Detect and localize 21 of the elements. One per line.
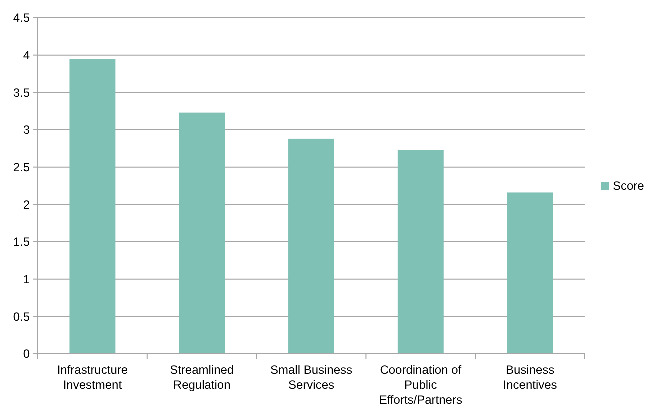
bar [507, 192, 554, 354]
y-tick-label: 0.5 [13, 310, 30, 324]
bar [70, 59, 116, 354]
y-tick-label: 3.5 [13, 86, 30, 100]
y-tick-label: 0 [23, 347, 30, 362]
y-tick-label: 4 [23, 48, 30, 63]
y-tick-label: 2.5 [13, 160, 30, 175]
x-tick-label: Streamlined Regulation [170, 363, 234, 392]
y-tick-label: 4.5 [13, 11, 30, 26]
x-tick-label: Business Incentives [503, 363, 558, 392]
legend-label: Score [613, 179, 645, 194]
bar [288, 138, 334, 354]
x-tick-label: Small Business Services [270, 363, 353, 392]
y-tick-label: 1.5 [13, 235, 30, 250]
x-tick-label: Coordination of Public Efforts/Partners [379, 363, 462, 407]
bar [179, 112, 226, 354]
y-tick-label: 2 [23, 198, 30, 212]
y-tick-label: 3 [23, 123, 30, 138]
y-tick-label: 1 [23, 272, 30, 287]
x-tick-label: Infrastructure Investment [57, 363, 128, 392]
bar [398, 150, 444, 354]
